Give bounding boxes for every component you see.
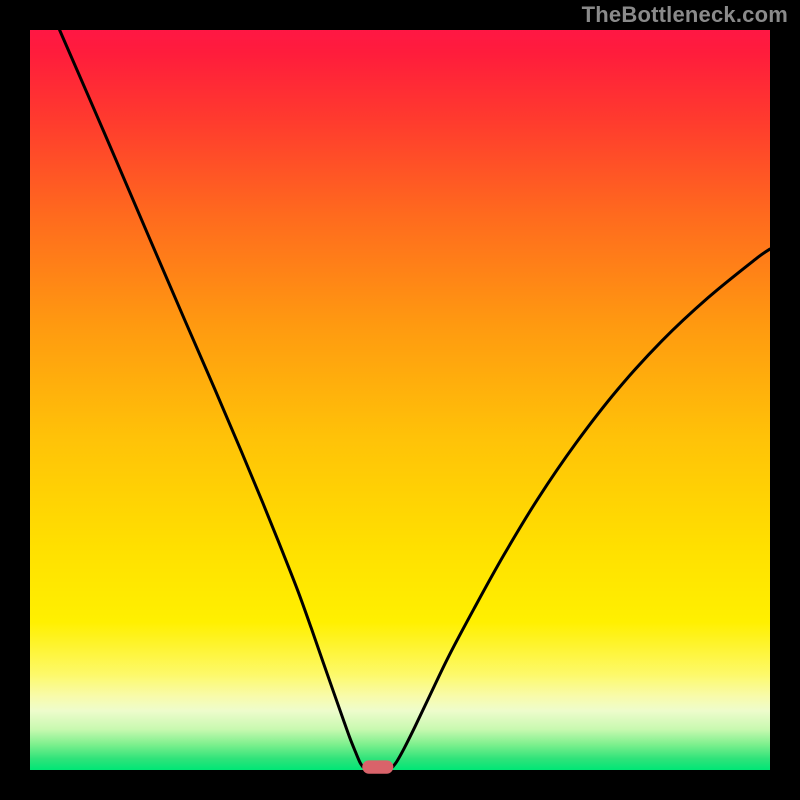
watermark-text: TheBottleneck.com xyxy=(582,2,788,28)
bottleneck-chart: TheBottleneck.com xyxy=(0,0,800,800)
chart-svg xyxy=(0,0,800,800)
optimal-marker xyxy=(362,760,393,773)
plot-area xyxy=(30,30,770,770)
